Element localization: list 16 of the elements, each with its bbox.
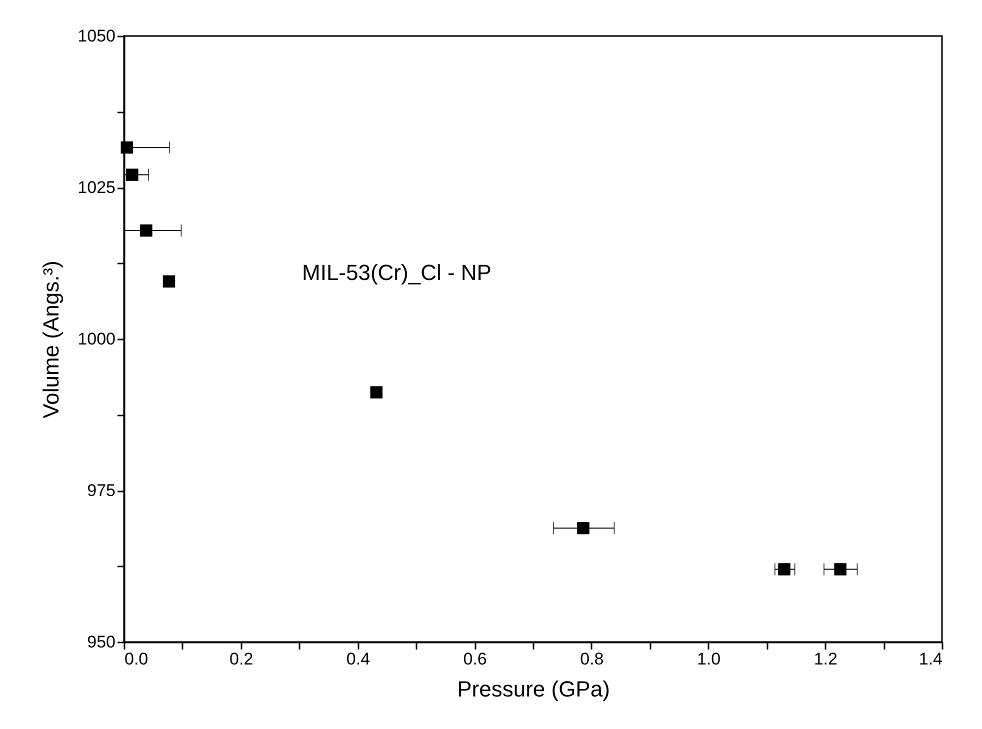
x-tick-label: 0.4 [346, 650, 370, 668]
y-tick-label: 950 [87, 632, 116, 652]
y-tick-label: 1025 [78, 178, 116, 197]
y-tick-label: 1000 [78, 330, 116, 348]
y-axis-title: Volume (Angs.³) [38, 260, 64, 418]
x-tick-label: 1.4 [918, 650, 942, 668]
y-tick-label: 1050 [78, 26, 116, 46]
x-axis-title: Pressure (GPa) [457, 676, 610, 702]
y-tick-label: 975 [87, 481, 116, 500]
x-tick-label: 0.8 [580, 650, 604, 668]
x-tick-label: 0.0 [124, 650, 148, 668]
x-tick-label: 1.2 [814, 650, 838, 668]
x-tick-label: 0.2 [230, 650, 254, 668]
annotation: MIL-53(Cr)_Cl - NP [302, 260, 492, 285]
x-tick-label: 0.6 [463, 650, 487, 668]
x-tick-label: 1.0 [696, 650, 721, 668]
